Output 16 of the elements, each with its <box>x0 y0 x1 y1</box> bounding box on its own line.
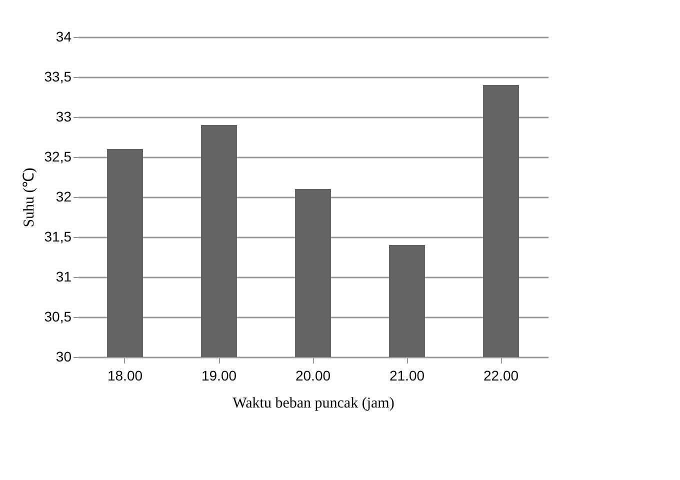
x-tick-label: 21.00 <box>389 368 425 384</box>
x-tick-label: 18.00 <box>107 368 143 384</box>
x-tick-label: 19.00 <box>201 368 237 384</box>
y-tick-label: 33 <box>56 108 72 124</box>
y-tick-label: 30 <box>56 348 72 364</box>
y-tick-label: 33,5 <box>44 68 72 84</box>
y-axis-title: Suhu (℃) <box>21 168 38 228</box>
x-axis-title: Waktu beban puncak (jam) <box>232 396 394 412</box>
y-tick-label: 30,5 <box>44 308 72 324</box>
x-tick-label: 22.00 <box>483 368 519 384</box>
y-tick-label: 32,5 <box>44 148 72 164</box>
y-tick-label: 34 <box>56 28 72 44</box>
x-tick-label: 20.00 <box>295 368 331 384</box>
y-tick-label: 31,5 <box>44 228 72 244</box>
y-tick-label: 32 <box>56 188 72 204</box>
y-tick-label: 31 <box>56 268 72 284</box>
